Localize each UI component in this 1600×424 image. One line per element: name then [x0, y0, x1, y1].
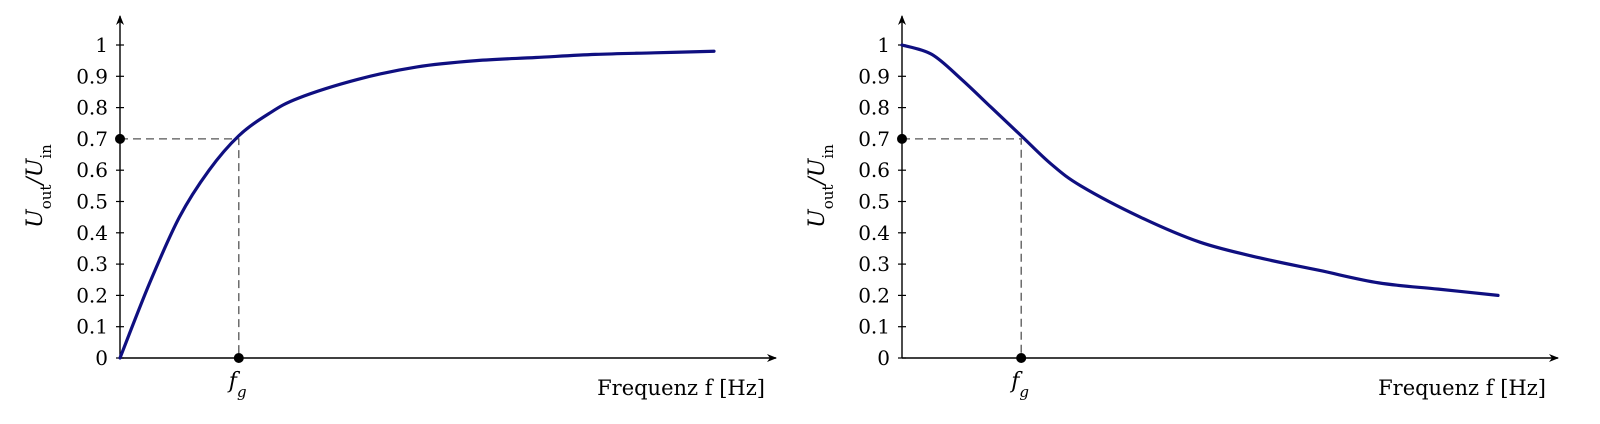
lowpass-chart: Uout/Uin Frequenz f [Hz] fg 0 0.1 0.2 0.3 0.…: [805, 15, 1559, 401]
y-axis-label-sub-out: out: [37, 185, 55, 210]
y-axis-label-sep: /U: [805, 157, 830, 186]
y-tick-label: 0.7: [76, 127, 108, 151]
y-tick-label: 1: [877, 33, 890, 57]
y-tick-label: 0.5: [858, 190, 890, 214]
y-axis-label: Uout/Uin: [805, 144, 837, 228]
y-axis-label-sub-in: in: [819, 144, 837, 159]
y-tick-label: 0.2: [76, 283, 108, 307]
y-axis-label-sub-in: in: [37, 144, 55, 159]
y-tick-label: 0.1: [858, 315, 890, 339]
cutoff-frequency-label: fg: [1009, 369, 1029, 401]
svg-text:Uout/Uin: Uout/Uin: [23, 144, 55, 228]
y-tick-label: 0.7: [858, 127, 890, 151]
cutoff-frequency-subscript: g: [237, 383, 247, 401]
y-axis-label-main: U: [805, 208, 830, 228]
y-tick-label: 0.9: [858, 64, 890, 88]
y-tick-label: 0.8: [76, 96, 108, 120]
y-tick-label: 0: [877, 346, 890, 370]
y-tick-label: 0.3: [76, 252, 108, 276]
cutoff-frequency-subscript: g: [1019, 383, 1029, 401]
y-tick-label: 1: [95, 33, 108, 57]
y-marker-dot: [115, 133, 125, 144]
x-axis-label: Frequenz f [Hz]: [1378, 376, 1546, 400]
y-tick-label: 0.4: [76, 221, 108, 245]
y-tick-label: 0.1: [76, 315, 108, 339]
x-marker-dot: [1016, 353, 1027, 363]
y-axis-label-main: U: [23, 208, 48, 228]
y-axis-label-sep: /U: [23, 157, 48, 186]
cutoff-frequency-label: fg: [227, 369, 247, 401]
y-tick-label: 0.5: [76, 190, 108, 214]
svg-text:Uout/Uin: Uout/Uin: [805, 144, 837, 228]
x-marker-dot: [233, 353, 244, 363]
y-tick-label: 0.8: [858, 96, 890, 120]
y-tick-label: 0.2: [858, 283, 890, 307]
y-tick-label: 0: [95, 346, 108, 370]
highpass-chart: Uout/Uin Frequenz f [Hz] fg 0 0.1 0.2 0.3 0.…: [23, 15, 777, 401]
y-marker-dot: [897, 133, 907, 144]
response-curve: [900, 43, 1500, 297]
y-tick-label: 0.6: [76, 158, 108, 182]
y-axis-label-sub-out: out: [819, 185, 837, 210]
response-curve: [118, 49, 716, 360]
y-tick-label: 0.3: [858, 252, 890, 276]
y-axis-label: Uout/Uin: [23, 144, 55, 228]
cutoff-guide-line: [902, 138, 1022, 358]
y-tick-label: 0.4: [858, 221, 890, 245]
cutoff-guide-line: [120, 138, 240, 358]
x-axis-label: Frequenz f [Hz]: [597, 376, 765, 400]
y-tick-label: 0.6: [858, 158, 890, 182]
y-tick-label: 0.9: [76, 64, 108, 88]
